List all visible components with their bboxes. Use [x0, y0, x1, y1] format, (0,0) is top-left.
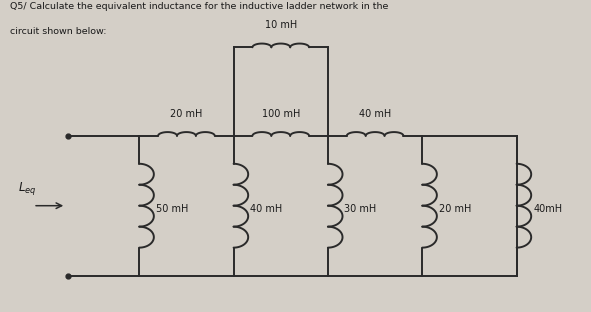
Text: Q5/ Calculate the equivalent inductance for the inductive ladder network in the: Q5/ Calculate the equivalent inductance … [9, 2, 388, 11]
Text: 40mH: 40mH [533, 204, 562, 214]
Text: 100 mH: 100 mH [262, 109, 300, 119]
Text: 10 mH: 10 mH [265, 20, 297, 30]
Text: 50 mH: 50 mH [156, 204, 188, 214]
Text: 40 mH: 40 mH [250, 204, 282, 214]
Text: 20 mH: 20 mH [439, 204, 471, 214]
Text: $L_{eq}$: $L_{eq}$ [18, 180, 37, 197]
Text: circuit shown below:: circuit shown below: [9, 27, 106, 36]
Text: 20 mH: 20 mH [170, 109, 203, 119]
Text: 40 mH: 40 mH [359, 109, 391, 119]
Text: 30 mH: 30 mH [345, 204, 376, 214]
